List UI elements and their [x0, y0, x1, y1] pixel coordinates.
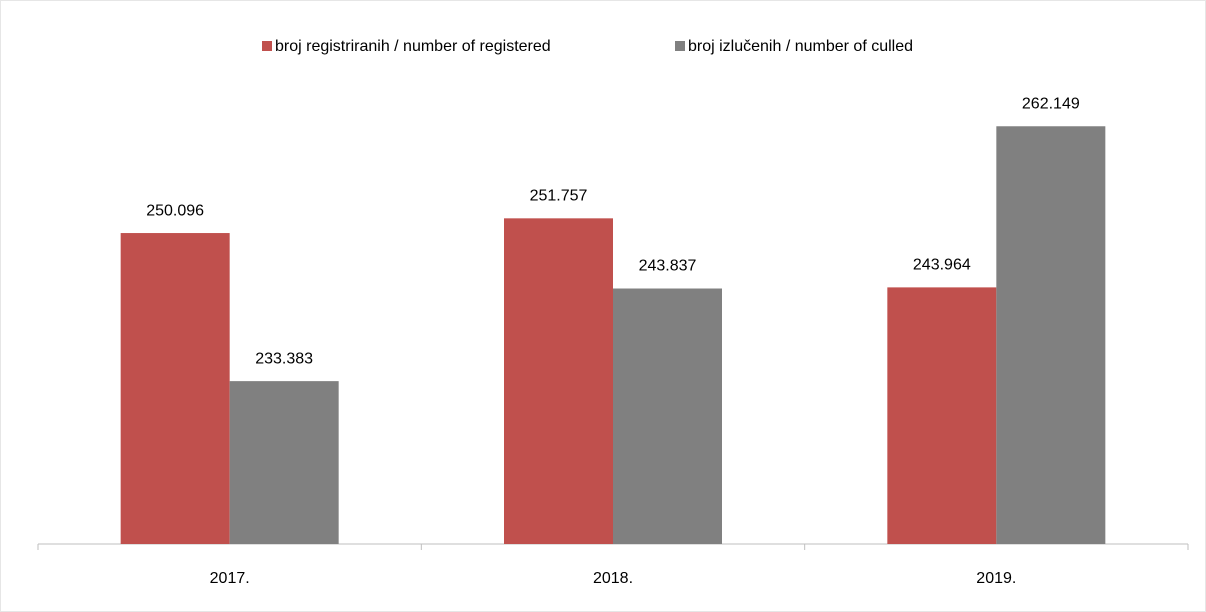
data-label: 243.837	[639, 258, 697, 275]
x-tick-label: 2017.	[210, 570, 250, 587]
legend-swatch	[262, 41, 272, 51]
bar	[613, 288, 722, 544]
legend-swatch	[675, 41, 685, 51]
bar	[504, 218, 613, 544]
bar	[120, 233, 230, 544]
data-label: 233.383	[255, 350, 313, 367]
data-label: 251.757	[530, 188, 588, 205]
bar	[229, 381, 339, 544]
bar	[887, 287, 997, 544]
legend-label: broj izlučenih / number of culled	[688, 38, 913, 55]
x-tick-label: 2019.	[976, 570, 1016, 587]
data-label: 243.964	[913, 257, 971, 274]
bar	[996, 126, 1106, 544]
data-label: 250.096	[146, 202, 204, 219]
data-label: 262.149	[1022, 95, 1080, 112]
x-tick-label: 2018.	[593, 570, 633, 587]
legend-label: broj registriranih / number of registere…	[275, 38, 551, 55]
